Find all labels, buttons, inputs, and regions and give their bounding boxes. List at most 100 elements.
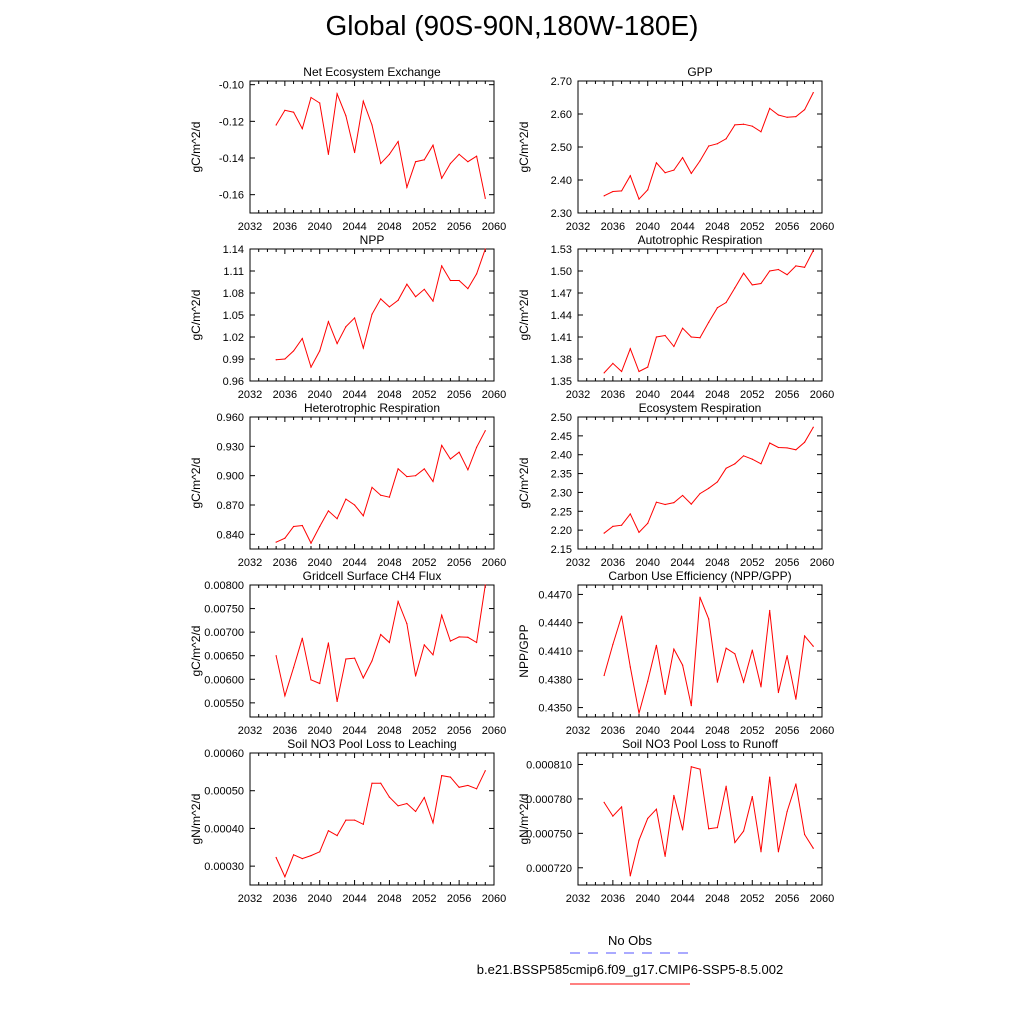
- x-tick-label: 2056: [775, 893, 799, 905]
- data-point: [284, 876, 286, 878]
- data-point: [371, 313, 373, 315]
- data-point: [458, 786, 460, 788]
- data-point: [716, 681, 719, 683]
- data-point: [292, 111, 295, 113]
- data-point: [336, 700, 338, 703]
- data-point: [795, 783, 797, 785]
- data-point: [484, 248, 486, 250]
- data-point: [734, 287, 736, 289]
- data-point: [467, 161, 469, 163]
- data-point: [795, 698, 797, 700]
- x-tick-label: 2056: [447, 725, 471, 737]
- data-point: [751, 458, 753, 460]
- y-tick-label: 1.41: [551, 332, 572, 344]
- y-tick-label: 2.30: [551, 208, 572, 220]
- data-point: [432, 300, 434, 302]
- x-tick-label: 2060: [482, 725, 506, 737]
- data-point: [603, 372, 605, 374]
- x-tick-label: 2032: [238, 893, 262, 905]
- plot-frame: [577, 584, 823, 718]
- y-tick-label: 0.000810: [526, 759, 572, 771]
- data-point: [638, 712, 640, 714]
- data-point: [475, 788, 478, 790]
- y-tick-label: 2.20: [551, 525, 572, 537]
- data-point: [612, 525, 614, 527]
- x-tick-label: 2048: [377, 725, 401, 737]
- y-axis-label: NPP/GPP: [517, 624, 531, 677]
- y-axis-label: gN/m^2/d: [189, 794, 203, 845]
- data-point: [716, 143, 719, 145]
- data-point: [388, 641, 391, 644]
- data-point: [441, 265, 443, 267]
- data-point: [467, 288, 469, 290]
- x-tick-label: 2040: [307, 389, 331, 401]
- x-tick-label: 2040: [635, 557, 659, 569]
- data-point: [690, 705, 692, 707]
- data-point: [327, 510, 330, 512]
- x-tick-label: 2060: [810, 557, 834, 569]
- main-title: Global (90S-90N,180W-180E): [325, 10, 699, 41]
- x-tick-label: 2052: [740, 389, 764, 401]
- data-point: [681, 664, 684, 666]
- data-point: [742, 123, 745, 125]
- data-point: [699, 160, 701, 162]
- data-point: [345, 819, 347, 821]
- data-point: [760, 851, 762, 853]
- data-point: [638, 370, 640, 373]
- data-point: [292, 854, 295, 856]
- x-tick-label: 2044: [670, 557, 694, 569]
- data-point: [777, 268, 780, 271]
- data-point: [803, 833, 806, 836]
- x-tick-label: 2036: [273, 725, 297, 737]
- data-point: [406, 802, 408, 805]
- y-tick-label: 1.53: [551, 244, 572, 256]
- panel-5: Heterotrophic Respiration gC/m^2/d 2032 203…: [189, 401, 506, 569]
- x-tick-label: 2052: [412, 893, 436, 905]
- x-tick-label: 2032: [238, 221, 262, 233]
- y-tick-label: 1.44: [551, 310, 572, 322]
- plot-frame: [577, 80, 823, 214]
- series-line: [603, 597, 814, 714]
- data-point: [397, 299, 399, 301]
- data-point: [380, 494, 382, 496]
- y-tick-label: -0.16: [219, 190, 244, 202]
- data-point: [803, 441, 806, 443]
- series-line: [603, 250, 814, 374]
- data-point: [475, 155, 478, 157]
- x-tick-label: 2032: [238, 557, 262, 569]
- series-line: [275, 770, 486, 878]
- y-tick-label: 0.000720: [526, 863, 572, 875]
- y-tick-label: 2.70: [551, 76, 572, 88]
- panel-title: Autotrophic Respiration: [638, 233, 763, 247]
- data-point: [380, 162, 382, 165]
- data-point: [629, 513, 631, 515]
- y-tick-label: 0.00060: [204, 748, 244, 760]
- data-point: [612, 643, 614, 646]
- data-point: [673, 345, 675, 348]
- x-tick-label: 2056: [775, 221, 799, 233]
- data-point: [345, 498, 347, 500]
- data-point: [319, 525, 321, 528]
- data-point: [414, 161, 417, 163]
- data-point: [760, 686, 762, 688]
- data-point: [406, 476, 408, 478]
- data-point: [620, 524, 623, 526]
- data-point: [716, 307, 719, 309]
- data-point: [664, 855, 666, 857]
- y-tick-label: 1.05: [223, 310, 244, 322]
- y-tick-label: -0.10: [219, 80, 244, 92]
- x-tick-label: 2048: [705, 725, 729, 737]
- x-tick-label: 2052: [412, 389, 436, 401]
- x-tick-label: 2036: [273, 557, 297, 569]
- y-tick-label: 2.15: [551, 544, 572, 556]
- data-point: [620, 190, 623, 192]
- y-axis-label: gC/m^2/d: [189, 458, 203, 509]
- x-tick-label: 2052: [412, 557, 436, 569]
- x-tick-label: 2048: [377, 557, 401, 569]
- data-point: [620, 615, 623, 617]
- data-point: [786, 655, 788, 657]
- data-point: [638, 531, 640, 534]
- data-point: [760, 282, 762, 285]
- data-point: [441, 444, 443, 446]
- data-point: [336, 518, 338, 520]
